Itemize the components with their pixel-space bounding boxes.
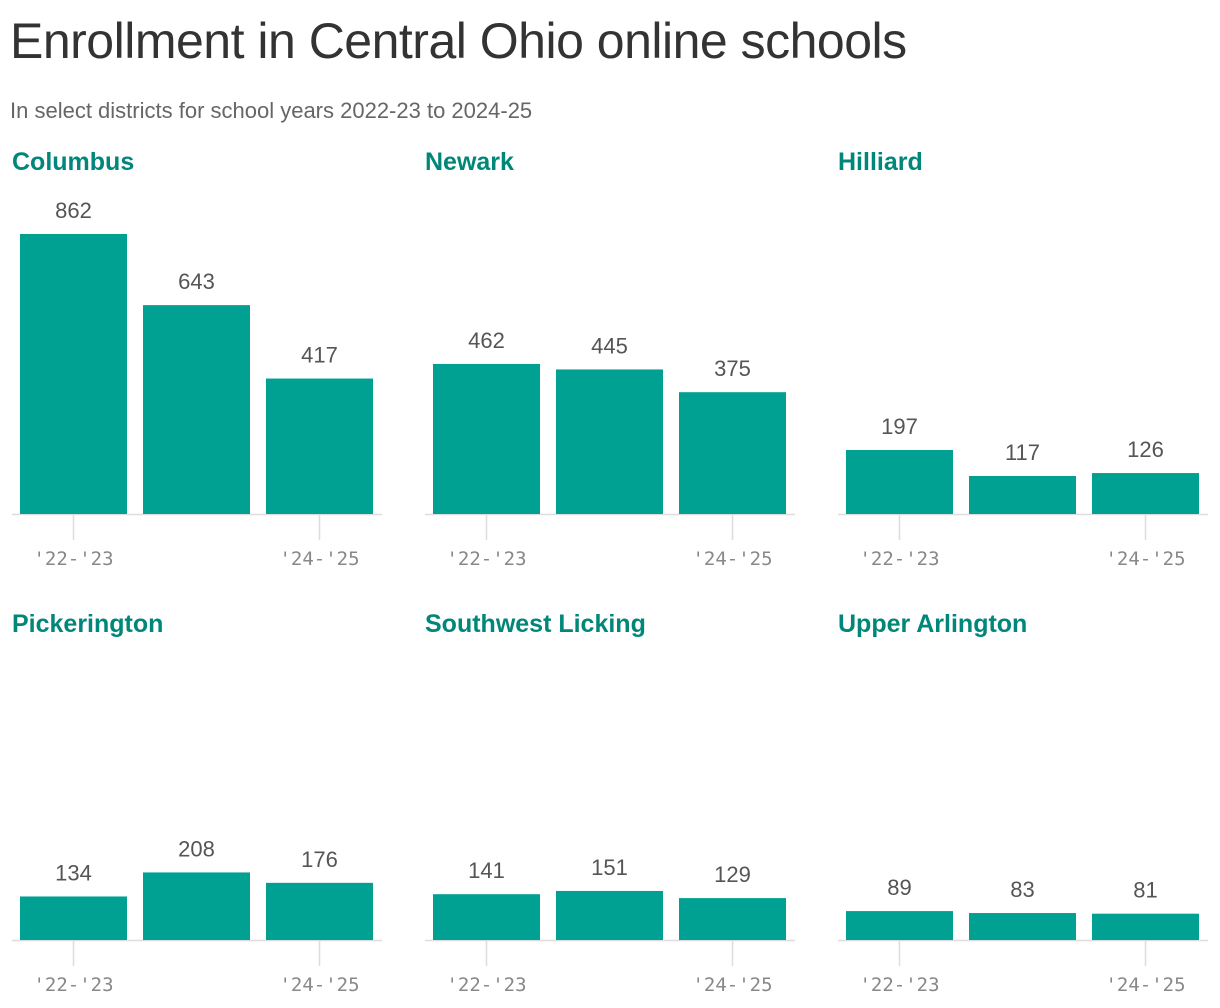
tick-label: '24-'25 xyxy=(279,974,359,996)
tick-label: '22-'23 xyxy=(446,974,526,996)
chart-title: Enrollment in Central Ohio online school… xyxy=(10,13,907,69)
data-label: 83 xyxy=(1010,877,1034,902)
tick-label: '22-'23 xyxy=(33,548,113,570)
tick-label: '22-'23 xyxy=(446,548,526,570)
data-label: 126 xyxy=(1127,437,1164,462)
bar xyxy=(1092,913,1199,940)
bar xyxy=(846,911,953,940)
chart-subtitle: In select districts for school years 202… xyxy=(10,98,533,123)
bar xyxy=(969,475,1076,514)
bar xyxy=(266,378,373,514)
bar xyxy=(433,363,540,514)
data-label: 134 xyxy=(55,860,92,885)
panel-title: Columbus xyxy=(12,148,134,176)
panel-title: Pickerington xyxy=(12,610,163,638)
bar xyxy=(556,369,663,514)
bar xyxy=(556,890,663,940)
bar xyxy=(433,894,540,940)
tick-label: '24-'25 xyxy=(692,548,772,570)
bar xyxy=(143,872,250,940)
data-label: 117 xyxy=(1005,440,1040,465)
panel-title: Newark xyxy=(425,148,514,176)
data-label: 141 xyxy=(468,858,505,883)
data-label: 197 xyxy=(881,414,918,439)
data-label: 129 xyxy=(714,862,751,887)
bar xyxy=(266,882,373,940)
panel-title: Hilliard xyxy=(838,148,923,176)
tick-label: '24-'25 xyxy=(279,548,359,570)
data-label: 89 xyxy=(887,875,911,900)
data-label: 151 xyxy=(591,855,628,880)
bar xyxy=(679,392,786,514)
bar xyxy=(1092,473,1199,514)
tick-label: '24-'25 xyxy=(1105,548,1185,570)
bar xyxy=(20,234,127,514)
data-label: 643 xyxy=(178,269,215,294)
tick-label: '24-'25 xyxy=(692,974,772,996)
bar xyxy=(679,898,786,940)
panel-title: Upper Arlington xyxy=(838,610,1027,638)
tick-label: '22-'23 xyxy=(859,974,939,996)
bar xyxy=(20,896,127,940)
tick-label: '22-'23 xyxy=(33,974,113,996)
panel-title: Southwest Licking xyxy=(425,610,646,638)
data-label: 445 xyxy=(591,333,628,358)
data-label: 375 xyxy=(714,356,751,381)
bar xyxy=(846,450,953,514)
tick-label: '22-'23 xyxy=(859,548,939,570)
tick-label: '24-'25 xyxy=(1105,974,1185,996)
data-label: 417 xyxy=(301,343,338,368)
bar xyxy=(143,305,250,514)
data-label: 81 xyxy=(1133,878,1157,903)
data-label: 208 xyxy=(178,836,215,861)
data-label: 176 xyxy=(301,847,338,872)
data-label: 462 xyxy=(468,328,505,353)
bar xyxy=(969,913,1076,940)
data-label: 862 xyxy=(55,198,92,223)
